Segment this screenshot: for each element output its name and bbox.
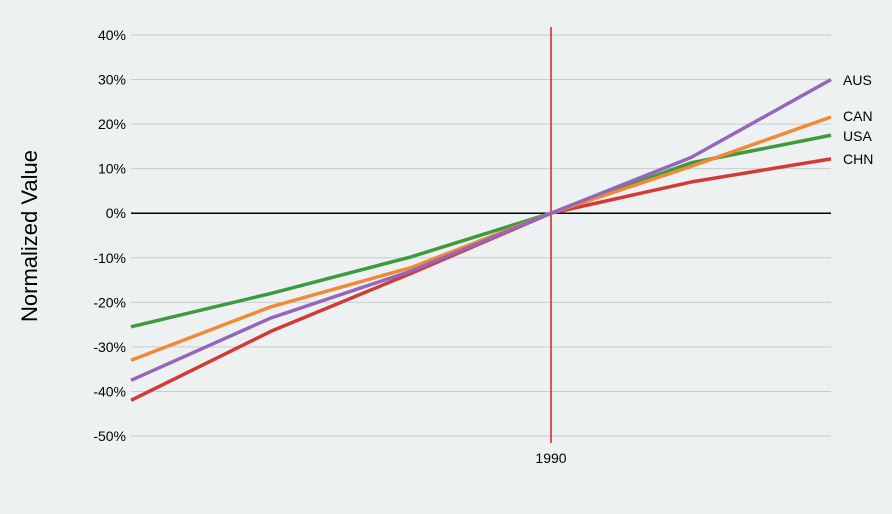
y-tick-labels: 40% 30% 20% 10% 0% -10% -20% -30% -40% -50%: [93, 27, 126, 444]
series-end-labels: CHN USA CAN AUS: [843, 72, 873, 167]
y-tick-label: 40%: [98, 27, 126, 43]
series-label-usa: USA: [843, 128, 872, 144]
y-tick-label: -10%: [93, 250, 126, 266]
x-tick-label: 1990: [535, 450, 566, 466]
series-line-chn: [130, 157, 832, 402]
y-tick-label: 30%: [98, 72, 126, 88]
series-label-aus: AUS: [843, 72, 872, 88]
series-label-can: CAN: [843, 108, 873, 124]
y-tick-label: -50%: [93, 428, 126, 444]
series-line-can: [130, 115, 832, 362]
y-tick-label: -30%: [93, 339, 126, 355]
grid-lines: [131, 34, 831, 437]
series-lines: [130, 78, 832, 402]
y-tick-label: -40%: [93, 383, 126, 399]
y-tick-label: 20%: [98, 116, 126, 132]
series-line-usa: [130, 133, 832, 329]
x-tick-labels: 1990: [535, 450, 566, 466]
y-tick-label: 0%: [106, 205, 126, 221]
y-tick-label: 10%: [98, 161, 126, 177]
y-tick-label: -20%: [93, 294, 126, 310]
y-axis-label: Normalized Value: [17, 150, 42, 322]
series-line-aus: [130, 78, 832, 382]
series-label-chn: CHN: [843, 151, 873, 167]
